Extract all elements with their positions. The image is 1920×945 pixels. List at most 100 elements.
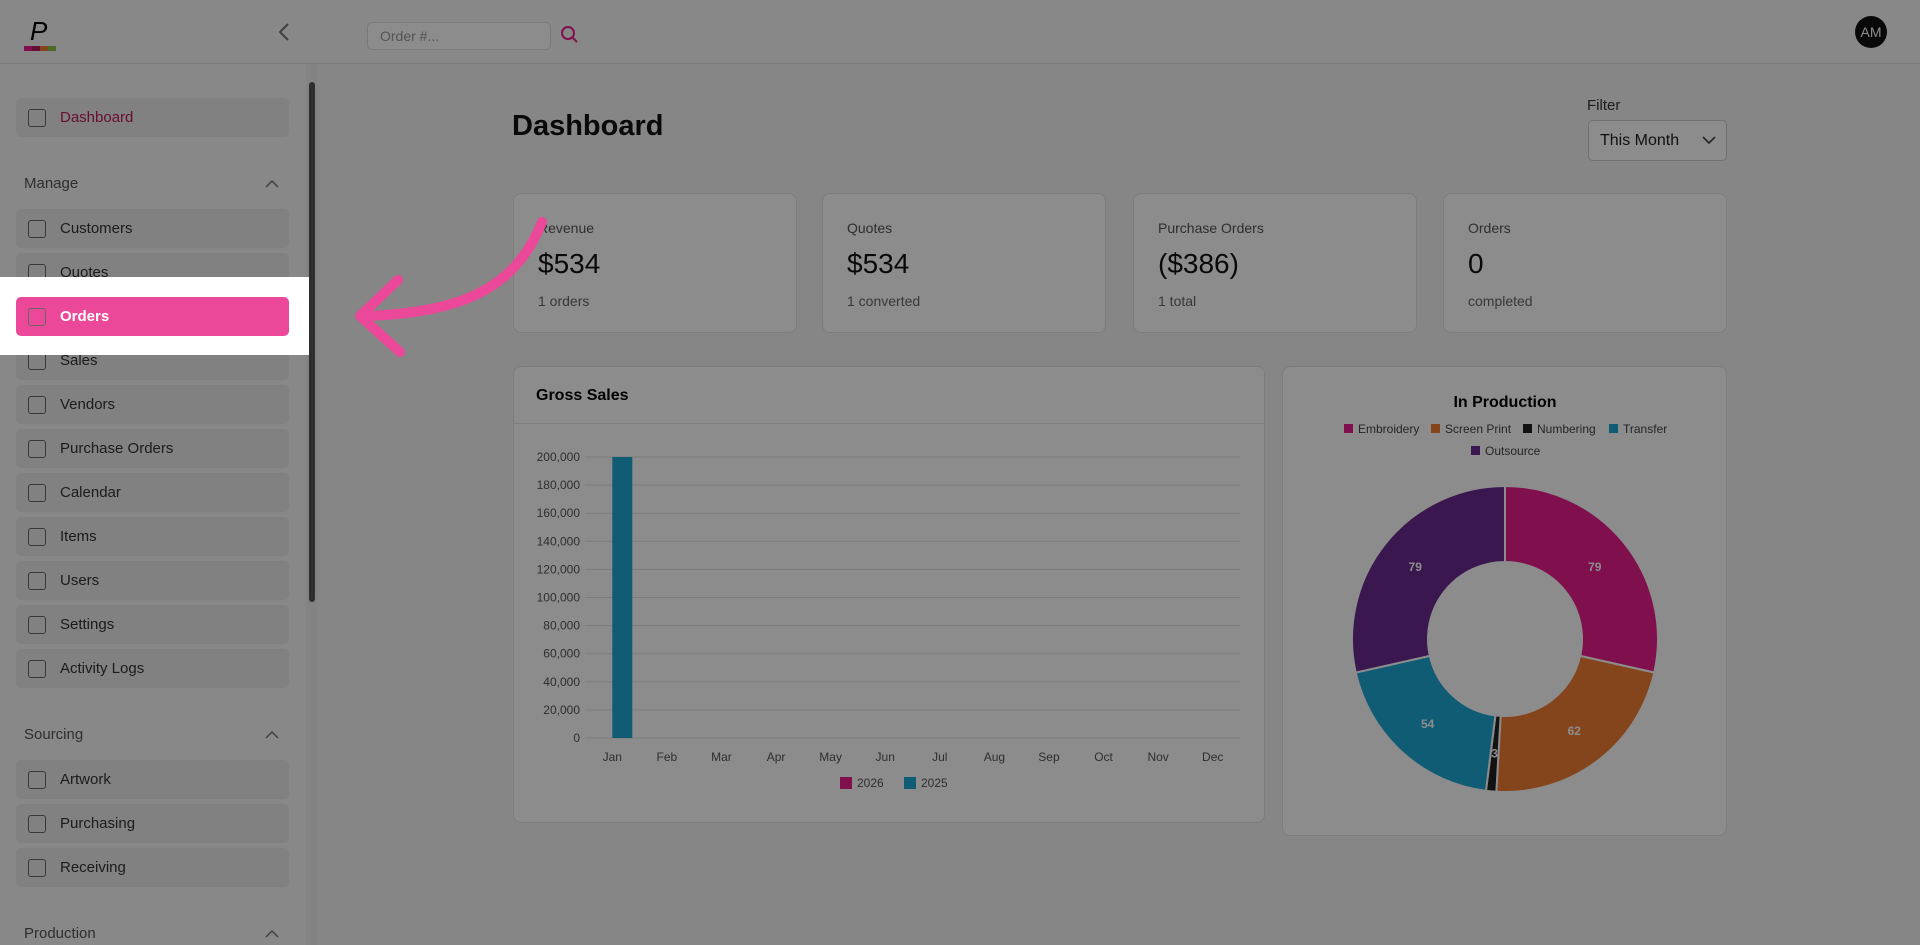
- legend-swatch: [1609, 424, 1618, 433]
- slice-label: 79: [1409, 560, 1423, 574]
- collapse-button[interactable]: [276, 22, 292, 42]
- x-tick-label: Sep: [1038, 750, 1060, 764]
- donut-slice: [1354, 654, 1497, 792]
- x-tick-label: Apr: [767, 750, 786, 764]
- x-tick-label: May: [819, 750, 842, 764]
- legend-label: 2025: [921, 776, 948, 790]
- donut-slice: [1504, 484, 1659, 674]
- nav-item[interactable]: Purchasing: [16, 804, 289, 843]
- card-note: 1 total: [1158, 293, 1197, 309]
- slice-label: 3: [1491, 747, 1498, 761]
- chart-title: Gross Sales: [536, 387, 629, 404]
- section-toggle[interactable]: [265, 179, 279, 189]
- avatar[interactable]: AM: [1855, 16, 1887, 48]
- stat-card: Quotes $534 1 converted: [822, 193, 1106, 333]
- y-tick-label: 40,000: [543, 675, 580, 689]
- y-tick-label: 160,000: [537, 506, 581, 520]
- svg-text:P: P: [30, 16, 48, 46]
- legend-swatch: [1431, 424, 1440, 433]
- donut-slice: [1351, 484, 1506, 674]
- nav-item-highlighted[interactable]: Orders: [16, 297, 289, 336]
- x-tick-label: Nov: [1147, 750, 1168, 764]
- section-toggle[interactable]: [265, 730, 279, 740]
- stat-card: Revenue $534 1 orders: [513, 193, 797, 333]
- legend-swatch: [904, 777, 916, 789]
- gross-sales-panel: [513, 366, 1265, 823]
- nav-item[interactable]: Items: [16, 517, 289, 556]
- y-tick-label: 180,000: [537, 478, 581, 492]
- y-tick-label: 200,000: [537, 450, 581, 464]
- card-note: 1 converted: [847, 293, 921, 309]
- search-button[interactable]: [560, 25, 580, 45]
- y-tick-label: 100,000: [537, 591, 581, 605]
- nav-item[interactable]: Activity Logs: [16, 649, 289, 688]
- legend-swatch: [1344, 424, 1353, 433]
- logo[interactable]: P: [22, 16, 62, 54]
- card-note: 1 orders: [538, 293, 590, 309]
- card-title: Purchase Orders: [1158, 220, 1264, 236]
- stat-card: Orders 0 completed: [1443, 193, 1727, 333]
- section-toggle[interactable]: [265, 929, 279, 939]
- scrollbar[interactable]: [306, 64, 318, 945]
- page-title: Dashboard: [512, 110, 664, 142]
- nav-dashboard[interactable]: Dashboard: [16, 98, 289, 137]
- legend-label: 2026: [857, 776, 884, 790]
- sidebar: Dashboard Manage Customers Quotes Sales Vend…: [0, 64, 318, 945]
- card-value: $534: [847, 248, 910, 279]
- slice-label: 54: [1421, 717, 1435, 731]
- nav-item[interactable]: Customers: [16, 209, 289, 248]
- x-tick-label: Jul: [932, 750, 947, 764]
- legend-label: Numbering: [1537, 422, 1596, 436]
- section-header: Production: [24, 925, 96, 942]
- legend-swatch: [1471, 446, 1480, 455]
- card-value: $534: [538, 248, 601, 279]
- filter-select[interactable]: This Month: [1588, 120, 1727, 161]
- x-tick-label: Oct: [1094, 750, 1113, 764]
- nav-item[interactable]: Settings: [16, 605, 289, 644]
- legend-label: Transfer: [1623, 422, 1667, 436]
- legend-label: Embroidery: [1358, 422, 1419, 436]
- legend-label: Outsource: [1485, 444, 1541, 458]
- nav-item[interactable]: Calendar: [16, 473, 289, 512]
- filter-label: Filter: [1587, 97, 1621, 114]
- pointer-arrow: [355, 217, 547, 357]
- donut-slice: [1495, 654, 1656, 793]
- y-tick-label: 80,000: [543, 619, 580, 633]
- nav-item[interactable]: Receiving: [16, 848, 289, 887]
- card-title: Quotes: [847, 220, 893, 236]
- slice-label: 62: [1568, 724, 1582, 738]
- nav-item[interactable]: Users: [16, 561, 289, 600]
- search-input[interactable]: Order #...: [367, 22, 551, 50]
- card-title: Revenue: [538, 220, 595, 236]
- nav-item[interactable]: Vendors: [16, 385, 289, 424]
- section-header: Manage: [24, 175, 79, 192]
- x-tick-label: Feb: [657, 750, 678, 764]
- card-title: Orders: [1468, 220, 1511, 236]
- card-value: 0: [1468, 248, 1484, 279]
- bar: [612, 457, 633, 738]
- y-tick-label: 120,000: [537, 562, 581, 576]
- legend-label: Screen Print: [1445, 422, 1512, 436]
- nav-item[interactable]: Artwork: [16, 760, 289, 799]
- top-bar: P Order #... AM: [0, 0, 1920, 64]
- filter-value: This Month: [1600, 132, 1680, 149]
- nav-item[interactable]: Purchase Orders: [16, 429, 289, 468]
- section-header: Sourcing: [24, 726, 84, 743]
- slice-label: 79: [1588, 560, 1602, 574]
- x-tick-label: Mar: [711, 750, 732, 764]
- card-value: ($386): [1158, 248, 1239, 279]
- y-tick-label: 0: [573, 731, 580, 745]
- y-tick-label: 140,000: [537, 534, 581, 548]
- scroll-thumb[interactable]: [309, 82, 315, 602]
- x-tick-label: Dec: [1202, 750, 1223, 764]
- card-note: completed: [1468, 293, 1533, 309]
- chart-title: In Production: [1453, 394, 1556, 411]
- x-tick-label: Jun: [876, 750, 895, 764]
- y-tick-label: 60,000: [543, 647, 580, 661]
- legend-swatch: [840, 777, 852, 789]
- stat-card: Purchase Orders ($386) 1 total: [1133, 193, 1417, 333]
- x-tick-label: Jan: [603, 750, 622, 764]
